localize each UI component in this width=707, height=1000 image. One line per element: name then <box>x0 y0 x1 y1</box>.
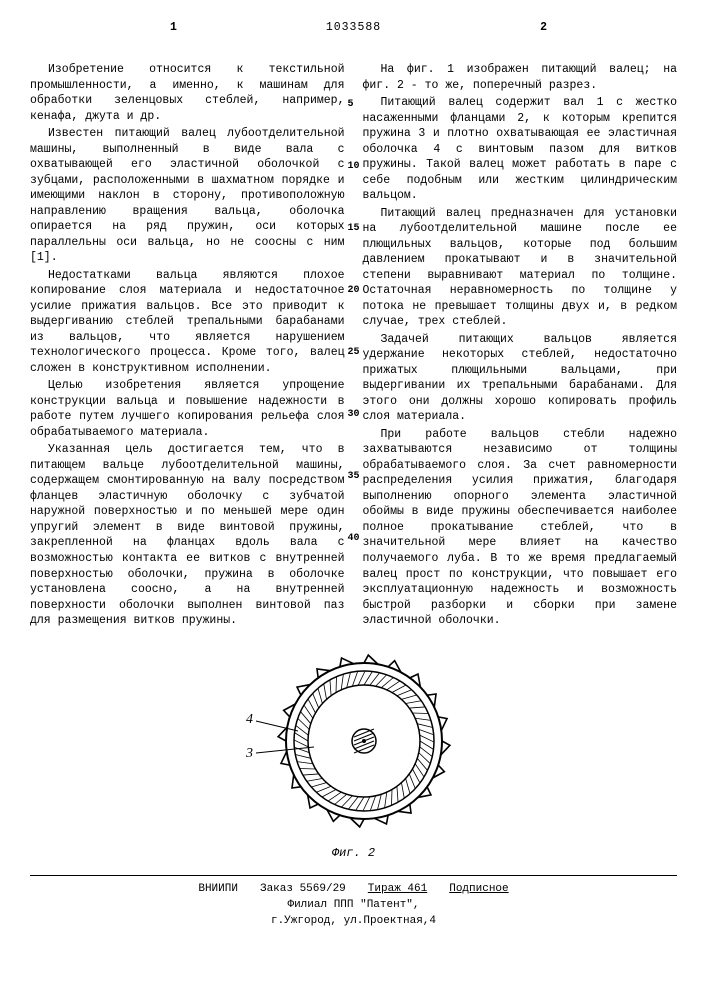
footer-tirazh: Тираж 461 <box>368 882 427 898</box>
paragraph: При работе вальцов стебли надежно захват… <box>363 427 678 629</box>
figure-caption: Фиг. 2 <box>30 845 677 861</box>
paragraph: Питающий валец содержит вал 1 с жестко н… <box>363 95 678 204</box>
paragraph: Изобретение относится к текстильной пром… <box>30 62 345 124</box>
paragraph: Известен питающий валец лубоотделительно… <box>30 126 345 266</box>
svg-text:3: 3 <box>245 746 253 761</box>
imprint-footer: ВНИИПИ Заказ 5569/29 Тираж 461 Подписное… <box>30 875 677 930</box>
footer-order: Заказ 5569/29 <box>260 882 346 898</box>
figure-2-svg: 43 <box>224 646 484 836</box>
line-num: 30 <box>348 408 360 422</box>
line-num: 20 <box>348 284 360 298</box>
line-num: 15 <box>348 222 360 236</box>
page-number-right: 2 <box>540 20 547 36</box>
figure-2: 43 Фиг. 2 <box>30 646 677 862</box>
column-right: На фиг. 1 изображен питающий валец; на ф… <box>363 62 678 631</box>
paragraph: Питающий валец предназначен для установк… <box>363 206 678 330</box>
line-num: 35 <box>348 470 360 484</box>
page-header: 1 1033588 2 <box>30 20 677 50</box>
footer-sub: Подписное <box>449 882 508 898</box>
footer-branch: Филиал ППП "Патент", <box>30 898 677 914</box>
line-num: 40 <box>348 532 360 546</box>
svg-text:4: 4 <box>246 712 253 727</box>
patent-number: 1033588 <box>326 20 381 36</box>
footer-address: г.Ужгород, ул.Проектная,4 <box>30 914 677 930</box>
line-num: 5 <box>348 98 354 112</box>
paragraph: Задачей питающих вальцов является удержа… <box>363 332 678 425</box>
paragraph: Указанная цель достигается тем, что в пи… <box>30 442 345 628</box>
paragraph: Недостатками вальца являются плохое копи… <box>30 268 345 377</box>
line-num: 10 <box>348 160 360 174</box>
paragraph: На фиг. 1 изображен питающий валец; на ф… <box>363 62 678 93</box>
footer-row-1: ВНИИПИ Заказ 5569/29 Тираж 461 Подписное <box>30 882 677 898</box>
column-left: Изобретение относится к текстильной пром… <box>30 62 345 631</box>
page-number-left: 1 <box>170 20 177 36</box>
line-num: 25 <box>348 346 360 360</box>
paragraph: Целью изобретения является упрощение кон… <box>30 378 345 440</box>
footer-org: ВНИИПИ <box>198 882 238 898</box>
patent-page: 1 1033588 2 5 10 15 20 25 30 35 40 Изобр… <box>0 0 707 1000</box>
